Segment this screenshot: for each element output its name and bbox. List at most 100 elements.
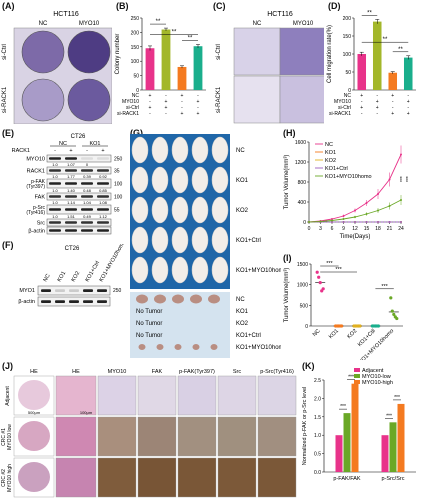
blot-e-val-0-2: 0 [86, 162, 89, 167]
j-img-1-5 [217, 416, 257, 457]
condition-sign-3-1: - [376, 111, 378, 117]
k-legend-swatch-1 [354, 374, 360, 378]
i-point-4-4 [395, 316, 399, 321]
j-img-0-6 [257, 375, 297, 416]
panel-label-f: (F) [2, 240, 14, 250]
condition-sign-1-0: - [361, 99, 363, 105]
h-point-4-6 [377, 209, 379, 212]
blot-e-band-5-0 [49, 221, 61, 224]
mouse-0-4 [211, 136, 229, 164]
j-col-label-0: HE [30, 369, 38, 375]
blot-e-val-4-2: 0.49 [83, 214, 92, 219]
condition-sign-3-0: - [149, 111, 151, 117]
j-tissue-2 [18, 462, 50, 492]
blot-e-band-6-0 [49, 229, 61, 232]
blot-e-row-label2-4: (Tyr416) [26, 210, 45, 216]
panel-c-col-nc: NC [253, 21, 262, 27]
i-point-0-4 [321, 287, 325, 291]
y-tick-label-4: 200 [131, 30, 140, 36]
sig-label-2: ** [188, 35, 193, 41]
blot-e-band-1-1 [65, 169, 77, 172]
k-bar-1-2 [397, 403, 405, 472]
blot-e-band-2-3 [97, 182, 109, 185]
blot-e-sign-0: - [54, 148, 56, 154]
mouse-1-4 [211, 166, 229, 194]
h-point-0-2 [331, 218, 333, 220]
h-point-4-2 [331, 219, 333, 222]
blot-e-box-2 [46, 178, 112, 189]
h-legend-label-0: NC [325, 142, 333, 148]
y-tick-label-3: 150 [343, 34, 352, 40]
panel-a: HCT116 NC MYO10 si-Ctrl si-RACK1 [2, 11, 112, 124]
tumor-row-text-3: No Tumor [136, 333, 162, 339]
blot-f-kda-0: 250 [113, 288, 122, 294]
y-tick-label-2: 100 [131, 59, 140, 65]
blot-f-band-1-3 [83, 300, 93, 303]
migration-nc-sirack1 [233, 75, 281, 124]
j-img-1-2 [97, 416, 137, 457]
blot-e-val-4-0: 1.0 [52, 214, 58, 219]
h-point-3-6 [377, 221, 379, 223]
blot-e-val-3-1: 1.14 [67, 200, 76, 205]
h-point-4-4 [354, 216, 356, 218]
blot-f-row-label-0: MYO1 [19, 288, 35, 294]
condition-sign-1-0: - [149, 99, 151, 105]
blot-e-band-3-1 [65, 195, 77, 198]
condition-sign-3-0: - [361, 111, 363, 117]
y-tick-label-4: 200 [343, 16, 352, 22]
condition-sign-3-3: + [407, 111, 410, 117]
k-y-tick-label-2: 1.0 [314, 433, 321, 439]
k-y-tick-label-5: 2.5 [314, 378, 321, 384]
j-img-0-2 [97, 375, 137, 416]
j-scale-2: 100μm [80, 410, 93, 415]
h-sig-0: *** [400, 176, 406, 182]
y-tick-label-5: 250 [131, 16, 140, 22]
h-x-tick-label-8: 24 [398, 226, 404, 232]
panel-a-row-sictrl: si-Ctrl [2, 44, 8, 60]
condition-sign-1-1: + [165, 99, 168, 105]
blot-e-val-4-1: 1.51 [67, 214, 76, 219]
condition-sign-2-2: - [181, 105, 183, 111]
h-x-tick-label-3: 9 [342, 226, 345, 232]
h-point-0-8 [400, 153, 402, 156]
mice-group-label-4: KO1+MYO10homo [236, 268, 281, 274]
j-img-2-2 [97, 457, 137, 498]
h-legend-label-4: KO1+MYO10homo [325, 174, 372, 180]
blot-e-sign-2: - [86, 148, 88, 154]
blot-e-band-5-2 [81, 221, 93, 224]
condition-sign-0-2: + [181, 93, 184, 99]
condition-sign-2-0: + [360, 105, 363, 111]
blot-e-rack1-label: RACK1 [12, 148, 30, 154]
panel-label-a: (A) [2, 1, 15, 11]
tumor-0-3 [190, 294, 202, 304]
y-tick-label-0: 0 [348, 88, 351, 94]
condition-sign-0-0: + [360, 93, 363, 99]
h-sig-1: *** [406, 176, 412, 182]
blot-e-kda-0: 250 [114, 157, 123, 163]
j-img-0-4 [177, 375, 217, 416]
mouse-2-0 [131, 196, 149, 224]
tumor-row-text-1: No Tumor [136, 309, 162, 315]
i-point-3-4 [376, 324, 380, 328]
mice-group-label-1: KO1 [236, 178, 249, 184]
k-y-tick-label-4: 2.0 [314, 396, 321, 402]
sig-label-1: ** [383, 37, 388, 43]
condition-sign-3-2: + [391, 111, 394, 117]
panel-label-c: (C) [213, 1, 226, 11]
i-y-axis-label: Tumor Volume(mm³) [284, 268, 290, 323]
i-point-0-0 [315, 270, 319, 274]
mouse-3-2 [171, 226, 189, 254]
sig-label-1: ** [172, 29, 177, 35]
plate-nc-sirack1 [21, 78, 65, 122]
j-row-label2-1: MYO10 low [7, 424, 13, 450]
condition-label-2: si-Ctrl [338, 105, 351, 111]
h-x-axis-label: Time(Days) [340, 234, 371, 240]
condition-sign-0-3: - [197, 93, 199, 99]
plate-myo10-sirack1 [67, 78, 111, 122]
panel-k-chart: 0.0 0.5 1.0 1.5 2.0 2.5 Normalized p-FAK or p-… [302, 368, 416, 482]
mouse-2-4 [211, 196, 229, 224]
y-tick-label-3: 150 [131, 45, 140, 51]
condition-sign-2-0: + [149, 105, 152, 111]
blot-e-val-0-0: 1.0 [52, 162, 58, 167]
